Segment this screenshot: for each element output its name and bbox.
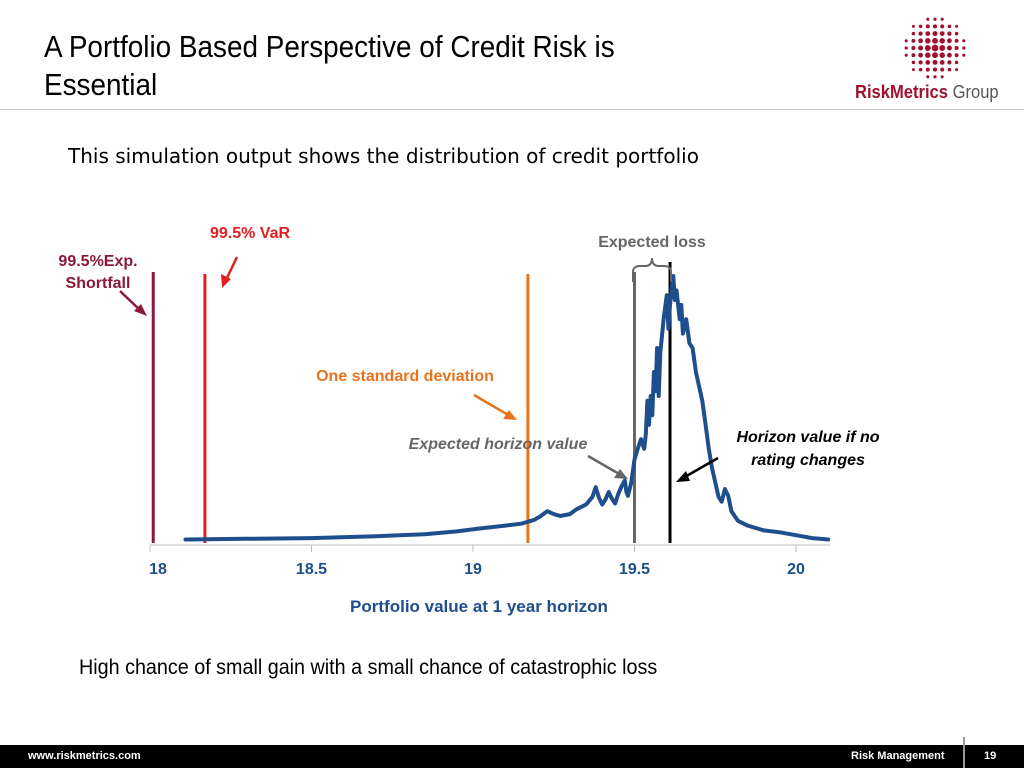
logo-dot [918,24,923,29]
logo-dot [925,52,931,58]
footer-url: www.riskmetrics.com [28,750,141,762]
logo-dot [939,38,945,44]
logo-brand: RiskMetrics [855,82,948,102]
logo-dot [925,24,930,29]
expected-shortfall-arrow [119,290,147,316]
logo-dot [911,31,916,36]
footer-divider [963,737,965,768]
x-axis-ticks: 18 18.5 19 19.5 20 [149,545,805,578]
page-number: 19 [984,750,997,762]
logo-dot [954,38,959,43]
logo-dot [939,31,945,36]
logo-dot [940,17,944,21]
logo-dot [932,31,938,37]
logo-dot [925,38,931,44]
logo-dot [940,24,945,29]
logo-dot [911,24,915,28]
logo-wordmark: RiskMetrics Group [855,82,1002,103]
var-arrow [221,256,239,288]
slide-conclusion: High chance of small gain with a small c… [79,656,658,679]
x-tick-label: 18.5 [296,561,327,578]
x-tick-label: 19 [464,561,482,578]
footer-section: Risk Management [851,750,945,762]
riskmetrics-logo: RiskMetrics Group [855,12,1015,104]
distribution-series-line [183,274,831,542]
logo-dot [947,24,952,29]
logo-dot [962,39,966,43]
logo-dot [911,68,915,72]
logo-dot [918,67,923,72]
logo-dot [954,53,959,58]
expected-shortfall-label: 99.5%Exp. Shortfall [58,253,137,292]
logo-dot [947,67,952,72]
logo-dot [962,46,966,50]
x-tick-label: 18 [149,561,167,578]
logo-dot [962,53,966,57]
logo-dot [940,67,945,72]
logo-dot [940,75,944,79]
no-rating-change-arrow [676,456,719,482]
logo-dot [925,60,931,65]
x-tick-label: 20 [787,561,805,578]
logo-dot [939,60,945,65]
x-tick-label: 19.5 [619,561,650,578]
logo-dot [939,45,946,51]
slide-title: A Portfolio Based Perspective of Credit … [44,29,615,102]
one-standard-deviation-label: One standard deviation [316,368,494,385]
logo-dot [932,24,938,29]
expected-loss-bracket [632,257,672,282]
logo-dot [932,37,938,44]
logo-dot [955,68,959,72]
logo-dot [918,45,924,51]
one-standard-deviation-arrow [473,393,517,420]
logo-dot [947,52,952,58]
logo-dot [925,67,930,72]
logo-dot [911,38,916,43]
x-axis-label: Portfolio value at 1 year horizon [350,597,608,616]
logo-dot [904,39,908,43]
footer-bar: www.riskmetrics.com Risk Management 19 [0,737,1024,768]
logo-dot [954,31,959,36]
logo-dot [932,52,938,59]
logo-suffix: Group [952,82,999,102]
logo-dot [924,45,931,51]
logo-dot [933,17,937,21]
logo-dot [925,31,931,36]
logo-dot [932,67,938,72]
logo-dot [947,31,952,36]
logo-dot [932,59,938,65]
logo-dot [926,17,930,21]
var-label: 99.5% VaR [210,225,291,242]
logo-dot [911,53,916,58]
logo-dot [918,31,923,36]
no-rating-change-label: Horizon value if no rating changes [736,429,879,469]
expected-horizon-value-arrow [587,454,628,479]
logo-dot [904,46,908,50]
logo-dot [939,52,945,58]
credit-portfolio-distribution-chart: 18 18.5 19 19.5 20 Portfolio value at 1 year… [58,225,879,616]
logo-dot [911,45,916,51]
logo-dot [946,45,952,51]
logo-dot [954,45,959,51]
title-divider [0,109,1024,110]
slide-subtitle: This simulation output shows the distrib… [68,144,699,168]
logo-dot-mark-icon [904,17,966,79]
logo-dot [947,60,952,65]
logo-dot [926,75,930,79]
logo-dot [918,60,923,65]
logo-dot [904,53,908,57]
logo-dot [931,44,939,52]
logo-dot [918,38,923,44]
logo-dot [933,75,937,79]
logo-dot [947,38,952,44]
logo-dot [954,60,959,65]
logo-dot [918,52,923,58]
expected-loss-label: Expected loss [598,234,706,251]
expected-horizon-value-label: Expected horizon value [409,436,588,453]
logo-dot [955,24,959,28]
logo-dot [911,60,916,65]
